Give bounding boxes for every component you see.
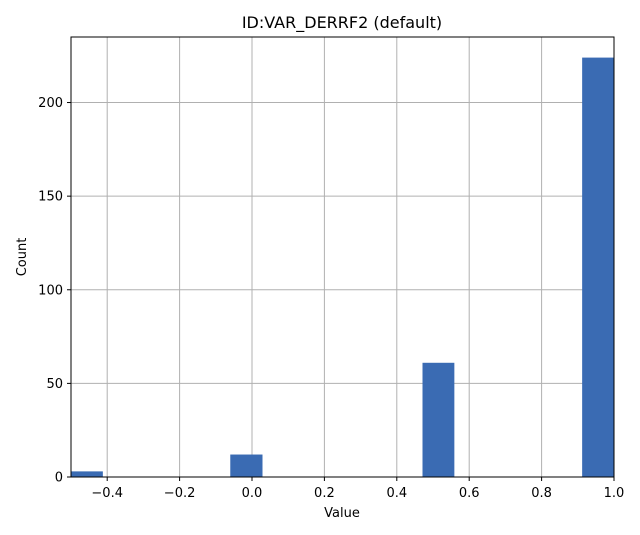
bars bbox=[71, 57, 614, 478]
grid-lines bbox=[71, 37, 615, 478]
x-tick-label: 0.0 bbox=[242, 486, 263, 501]
axis-ticks: −0.4 −0.2 0.0 0.2 0.4 0.6 0.8 1.0 0 50 100 150 200 bbox=[38, 96, 624, 501]
histogram-bar bbox=[71, 471, 103, 477]
y-tick-label: 100 bbox=[38, 283, 63, 298]
x-axis-label: Value bbox=[324, 506, 360, 521]
y-tick-label: 200 bbox=[38, 96, 63, 111]
x-tick-label: 0.2 bbox=[314, 486, 335, 501]
y-tick-label: 50 bbox=[46, 377, 63, 392]
histogram-bar bbox=[230, 454, 263, 477]
chart-title: ID:VAR_DERRF2 (default) bbox=[242, 13, 442, 33]
plot-area-frame bbox=[70, 36, 615, 478]
histogram-bar bbox=[422, 362, 455, 477]
x-tick-label: 0.4 bbox=[386, 486, 407, 501]
y-axis-label: Count bbox=[15, 238, 30, 277]
x-tick-label: 0.8 bbox=[531, 486, 552, 501]
x-tick-label: 0.6 bbox=[459, 486, 480, 501]
y-tick-label: 150 bbox=[38, 190, 63, 205]
x-tick-label: 1.0 bbox=[604, 486, 625, 501]
y-tick-label: 0 bbox=[55, 471, 63, 486]
x-tick-label: −0.4 bbox=[91, 486, 123, 501]
histogram-bar bbox=[582, 57, 614, 478]
x-tick-label: −0.2 bbox=[164, 486, 196, 501]
